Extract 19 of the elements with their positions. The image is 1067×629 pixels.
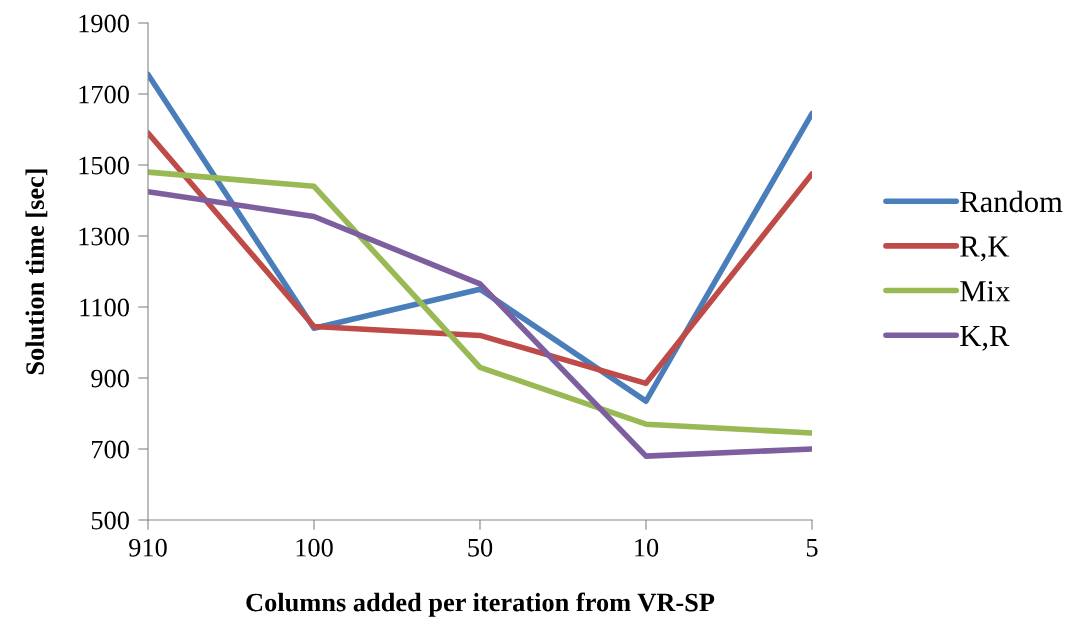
- x-tick-label: 910: [129, 538, 167, 557]
- legend-label: K,R: [960, 325, 1010, 351]
- y-tick-label: 700: [92, 440, 129, 459]
- y-tick-label: 500: [91, 511, 129, 530]
- y-axis-title: Solution time [sec]: [25, 169, 48, 375]
- y-tick-label: 1100: [80, 298, 129, 317]
- y-tick-label: 900: [91, 369, 129, 388]
- x-axis-title: Columns added per iteration from VR-SP: [246, 592, 715, 617]
- legend-label: Random: [960, 190, 1063, 213]
- y-tick-label: 1300: [79, 227, 129, 246]
- y-tick-label: 1500: [79, 156, 129, 175]
- legend-label: R,K: [960, 236, 1010, 262]
- x-tick-label: 5: [806, 539, 818, 557]
- y-tick-label: 1900: [79, 14, 129, 33]
- x-tick-label: 100: [296, 538, 333, 557]
- x-tick-label: 50: [468, 538, 493, 557]
- y-tick-label: 1700: [79, 85, 129, 104]
- x-tick-label: 10: [635, 538, 659, 557]
- legend-label: Mix: [960, 281, 1010, 302]
